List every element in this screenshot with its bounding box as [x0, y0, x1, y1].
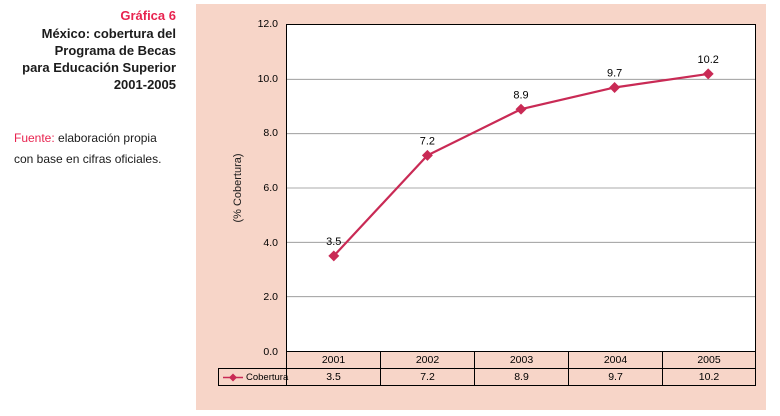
- source-label: Fuente:: [14, 130, 55, 145]
- data-point-label: 7.2: [420, 135, 435, 147]
- data-point-label: 8.9: [513, 89, 528, 101]
- table-value-cell: 8.9: [474, 368, 568, 386]
- table-year-cell: 2001: [286, 351, 380, 369]
- source-text: elaboración propia: [54, 130, 157, 145]
- y-tick-label: 2.0: [263, 291, 278, 304]
- figure-label: Gráfica 6: [120, 8, 176, 23]
- y-tick-label: 6.0: [263, 182, 278, 194]
- data-point-marker: [609, 82, 621, 93]
- chart-title-line: México: cobertura del: [41, 26, 176, 41]
- table-value-cell: 10.2: [662, 368, 756, 386]
- source-note: Fuente: elaboración propia con base en c…: [14, 128, 176, 170]
- data-point-marker: [702, 68, 714, 80]
- chart-title-line: Programa de Becas: [54, 42, 176, 58]
- chart-title-line: 2001-2005: [113, 76, 176, 92]
- table-value-cell: 3.5: [286, 368, 380, 386]
- chart-title: México: cobertura del Programa de Becas pa…: [14, 26, 176, 94]
- data-point-marker: [515, 103, 527, 115]
- y-tick-label: 10.0: [257, 72, 278, 85]
- source-line-2: con base en cifras oficiales.: [14, 151, 162, 166]
- table-year-row: 2001 2002 2003 2004 2005: [286, 351, 756, 369]
- table-year-cell: 2005: [662, 351, 756, 369]
- data-point-label: 9.7: [607, 68, 622, 80]
- line-chart: 3.5 7.2 8.9 9.7 10.2: [287, 54, 755, 298]
- table-year-cell: 2002: [380, 351, 474, 369]
- chart-panel: (% Cobertura) 0.0 2.0 4.0 6.0 8.0 10.0 12.0 3.…: [196, 4, 766, 410]
- plot-area: 3.5 7.2 8.9 9.7 10.2: [286, 24, 756, 352]
- table-year-cell: 2003: [474, 351, 568, 369]
- legend-label: Cobertura: [246, 371, 289, 383]
- data-point-label: 3.5: [326, 236, 341, 248]
- chart-title-line: para Educación Superior: [22, 59, 176, 75]
- data-point-marker: [328, 250, 340, 262]
- table-year-cell: 2004: [568, 351, 662, 369]
- table-value-row: Cobertura 3.5 7.2 8.9 9.7 10.2: [218, 368, 756, 386]
- data-point-label: 10.2: [698, 54, 719, 66]
- table-value-cell: 7.2: [380, 368, 474, 386]
- left-text-panel: Gráfica 6 México: cobertura del Programa …: [0, 0, 192, 416]
- y-tick-label: 8.0: [263, 127, 278, 140]
- source-line-1: Fuente: elaboración propia: [14, 128, 176, 149]
- y-tick-label: 0.0: [263, 346, 278, 358]
- legend-cell: Cobertura: [218, 368, 289, 386]
- y-tick-label: 4.0: [263, 236, 278, 249]
- table-value-cell: 9.7: [568, 368, 662, 386]
- legend-marker-icon: [223, 373, 243, 381]
- y-tick-label: 12.0: [257, 18, 278, 30]
